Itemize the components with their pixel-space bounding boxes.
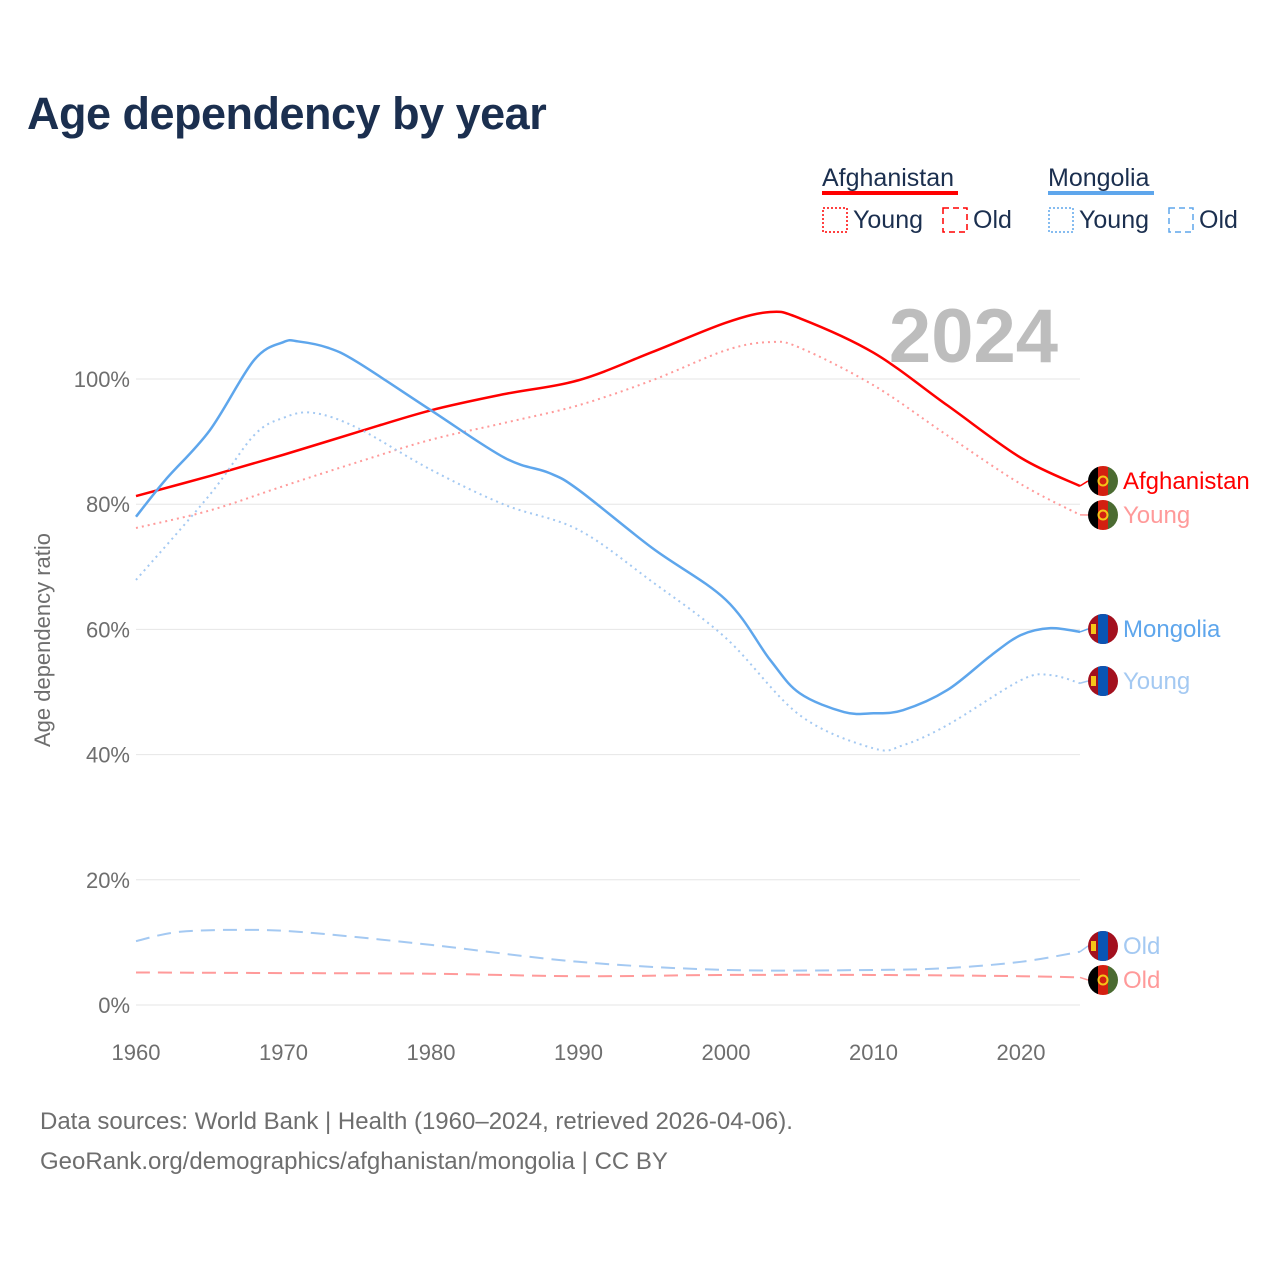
flag-stripe	[1098, 666, 1108, 696]
chart-title: Age dependency by year	[27, 88, 547, 139]
legend-country-afghanistan: Afghanistan	[822, 164, 954, 192]
label-connector	[1079, 680, 1089, 684]
legend-swatch-dotted	[822, 207, 848, 233]
y-tick-label: 20%	[86, 868, 130, 893]
series-line-afghanistan-old	[135, 971, 1081, 979]
flag-emblem	[1097, 974, 1109, 986]
label-connector	[1079, 945, 1089, 953]
legend-old-label: Old	[1199, 206, 1238, 234]
legend-young-label: Young	[853, 206, 923, 234]
flag-stripe	[1098, 466, 1108, 496]
y-tick-label: 100%	[74, 367, 130, 392]
x-tick-label: 1960	[112, 1040, 161, 1065]
flag-stripe	[1108, 466, 1118, 496]
afghanistan-flag-icon	[1088, 500, 1118, 530]
series-line-mongolia	[135, 338, 1081, 716]
legend-young-label: Young	[1079, 206, 1149, 234]
end-label: Old	[1123, 933, 1160, 960]
legend-swatch-solid	[822, 191, 958, 195]
legend-swatch-dotted	[1048, 207, 1074, 233]
x-tick-label: 1970	[259, 1040, 308, 1065]
label-connector	[1079, 628, 1089, 633]
afghanistan-flag-icon	[1088, 466, 1118, 496]
end-label: Mongolia	[1123, 616, 1221, 643]
end-label: Young	[1123, 668, 1190, 695]
legend-old-label: Old	[973, 206, 1012, 234]
mongolia-flag-icon	[1088, 666, 1118, 696]
x-tick-label: 2010	[849, 1040, 898, 1065]
x-tick-label: 1980	[407, 1040, 456, 1065]
flag-soyombo	[1091, 676, 1096, 686]
label-connector	[1079, 480, 1089, 487]
flag-stripe	[1088, 466, 1098, 496]
flag-stripe	[1098, 965, 1108, 995]
flag-stripe	[1088, 500, 1098, 530]
legend-swatch-dashed	[1168, 207, 1194, 233]
flag-stripe	[1098, 614, 1108, 644]
end-label: Young	[1123, 502, 1190, 529]
x-tick-label: 2000	[702, 1040, 751, 1065]
label-connector	[1079, 976, 1089, 981]
series-line-mongolia-old	[135, 928, 1081, 972]
footer-link[interactable]: GeoRank.org/demographics/afghanistan/mon…	[40, 1148, 668, 1175]
y-tick-label: 40%	[86, 743, 130, 768]
flag-soyombo	[1091, 624, 1096, 634]
legend-swatch-solid	[1048, 191, 1154, 195]
y-tick-label: 80%	[86, 492, 130, 517]
afghanistan-flag-icon	[1088, 965, 1118, 995]
y-tick-label: 0%	[98, 993, 130, 1018]
x-tick-label: 2020	[997, 1040, 1046, 1065]
flag-stripe	[1088, 965, 1098, 995]
flag-stripe	[1098, 931, 1108, 961]
series-line-afghanistan	[135, 310, 1081, 498]
footer-sources: Data sources: World Bank | Health (1960–…	[40, 1108, 793, 1135]
y-axis-label: Age dependency ratio	[30, 533, 55, 747]
end-label: Old	[1123, 967, 1160, 994]
flag-stripe	[1098, 500, 1108, 530]
mongolia-flag-icon	[1088, 931, 1118, 961]
mongolia-flag-icon	[1088, 614, 1118, 644]
flag-soyombo	[1091, 941, 1096, 951]
flag-emblem	[1097, 475, 1109, 487]
end-label: Afghanistan	[1123, 468, 1250, 495]
legend-country-mongolia: Mongolia	[1048, 164, 1150, 192]
x-tick-label: 1990	[554, 1040, 603, 1065]
year-label: 2024	[889, 294, 1058, 379]
y-tick-label: 60%	[86, 617, 130, 642]
series-line-mongolia-young	[135, 411, 1081, 752]
flag-stripe	[1108, 965, 1118, 995]
flag-stripe	[1108, 500, 1118, 530]
legend-swatch-dashed	[942, 207, 968, 233]
flag-emblem	[1097, 509, 1109, 521]
